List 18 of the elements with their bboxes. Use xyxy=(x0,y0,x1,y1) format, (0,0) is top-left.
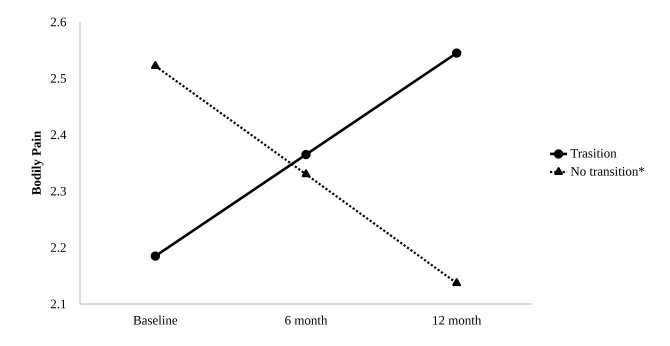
x-tick-label: 12 month xyxy=(433,316,482,325)
y-axis-title: Bodily Pain xyxy=(32,130,44,195)
y-tick-label: 2.3 xyxy=(50,186,66,196)
legend-label: No transition* xyxy=(570,166,644,176)
point xyxy=(452,278,462,286)
point xyxy=(302,169,310,178)
y-tick-label: 2.4 xyxy=(50,130,66,140)
point xyxy=(452,48,462,58)
y-tick-label: 2.2 xyxy=(50,243,66,252)
x-tick-label: Baseline xyxy=(133,316,178,325)
legend-label: Trasition xyxy=(570,148,616,158)
point xyxy=(150,251,160,261)
point xyxy=(150,61,160,69)
point xyxy=(301,150,311,160)
x-tick-label: 6 month xyxy=(285,316,328,325)
y-tick-label: 2.6 xyxy=(50,18,66,26)
y-tick-label: 2.5 xyxy=(50,74,66,83)
y-tick-label: 2.1 xyxy=(50,300,66,308)
